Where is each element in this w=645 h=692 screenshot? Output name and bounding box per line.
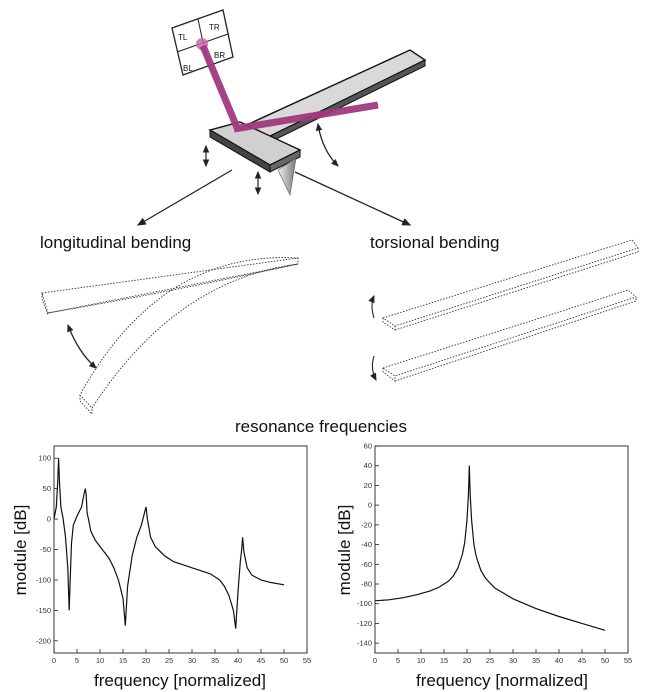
y-axis-label: module [dB] <box>11 505 30 596</box>
quadrant-tl-label: TL <box>178 33 188 42</box>
x-tick-label: 55 <box>624 656 632 665</box>
y-tick-label: 50 <box>43 484 51 493</box>
torsional-motion-arrow-bottom <box>370 355 377 381</box>
x-tick-label: 5 <box>396 656 400 665</box>
y-tick-label: -200 <box>36 636 51 645</box>
x-tick-label: 55 <box>303 656 311 665</box>
x-tick-label: 0 <box>373 656 377 665</box>
chart-longitudinal-resonance: 100 50 0 -50 -100 -150 -200 0 5 10 15 20 25 30 35 40 45… <box>11 445 311 690</box>
x-tick-label: 0 <box>52 656 56 665</box>
y-tick-label: 100 <box>38 454 51 463</box>
y-tick-label: -50 <box>40 545 51 554</box>
series-line <box>374 465 606 631</box>
x-tick-label: 10 <box>96 656 104 665</box>
y-tick-label: 20 <box>364 481 372 490</box>
y-tick-label: -100 <box>36 575 51 584</box>
chart-plot-frame <box>374 445 629 654</box>
y-tick-label: -150 <box>36 606 51 615</box>
arrow-to-torsional <box>294 171 412 226</box>
y-tick-label: 0 <box>47 515 51 524</box>
y-tick-label: -140 <box>357 639 372 648</box>
torsional-bending-label: torsional bending <box>370 233 499 252</box>
resonance-frequencies-label: resonance frequencies <box>235 417 407 436</box>
torsional-bending-illustration <box>381 239 639 382</box>
x-tick-label: 35 <box>211 656 219 665</box>
longitudinal-bending-illustration <box>41 257 299 416</box>
y-tick-label: 40 <box>364 461 372 470</box>
y-tick-label: -60 <box>361 560 372 569</box>
y-tick-label: -100 <box>357 599 372 608</box>
x-tick-label: 45 <box>578 656 586 665</box>
y-axis-label: module [dB] <box>335 505 354 596</box>
quadrant-br-label: BR <box>214 51 225 60</box>
longitudinal-motion-arrow <box>67 324 97 369</box>
cantilever-tip <box>277 157 297 196</box>
x-tick-label: 50 <box>280 656 288 665</box>
y-tick-label: -40 <box>361 540 372 549</box>
x-axis-ticks: 0 5 10 15 20 25 30 35 40 45 50 55 <box>373 649 632 665</box>
x-axis-ticks: 0 5 10 15 20 25 30 35 40 45 50 55 <box>52 649 311 665</box>
y-tick-label: -20 <box>361 520 372 529</box>
y-tick-label: 60 <box>364 442 372 451</box>
chart-plot-frame <box>53 445 308 654</box>
x-tick-label: 5 <box>75 656 79 665</box>
x-tick-label: 25 <box>486 656 494 665</box>
torsional-motion-arrow-top <box>368 294 375 319</box>
y-tick-label: 0 <box>368 501 372 510</box>
series-line <box>53 458 285 629</box>
x-axis-label: frequency [normalized] <box>94 671 266 690</box>
x-tick-label: 15 <box>119 656 127 665</box>
x-tick-label: 20 <box>142 656 150 665</box>
photodiode-detector: TL TR BL BR <box>171 9 234 76</box>
motion-arrows <box>202 122 339 196</box>
x-tick-label: 45 <box>257 656 265 665</box>
laser-beam <box>199 44 379 133</box>
x-tick-label: 35 <box>532 656 540 665</box>
y-axis-ticks: 60 40 20 0 -20 -40 -60 -80 -100 -120 -140 <box>357 442 379 648</box>
x-tick-label: 30 <box>509 656 517 665</box>
x-tick-label: 10 <box>417 656 425 665</box>
quadrant-tr-label: TR <box>209 23 220 32</box>
chart-torsional-resonance: 60 40 20 0 -20 -40 -60 -80 -100 -120 -140 0 5 10 15 20… <box>335 442 632 691</box>
y-axis-ticks: 100 50 0 -50 -100 -150 -200 <box>36 454 58 645</box>
x-tick-label: 40 <box>234 656 242 665</box>
y-tick-label: -80 <box>361 580 372 589</box>
x-tick-label: 20 <box>463 656 471 665</box>
x-tick-label: 25 <box>165 656 173 665</box>
cantilever <box>208 49 427 196</box>
arrow-to-longitudinal <box>136 169 233 226</box>
x-tick-label: 15 <box>440 656 448 665</box>
quadrant-bl-label: BL <box>183 64 193 73</box>
y-tick-label: -120 <box>357 619 372 628</box>
x-tick-label: 40 <box>555 656 563 665</box>
x-axis-label: frequency [normalized] <box>416 671 588 690</box>
x-tick-label: 50 <box>601 656 609 665</box>
longitudinal-bending-label: longitudinal bending <box>40 233 191 252</box>
x-tick-label: 30 <box>188 656 196 665</box>
